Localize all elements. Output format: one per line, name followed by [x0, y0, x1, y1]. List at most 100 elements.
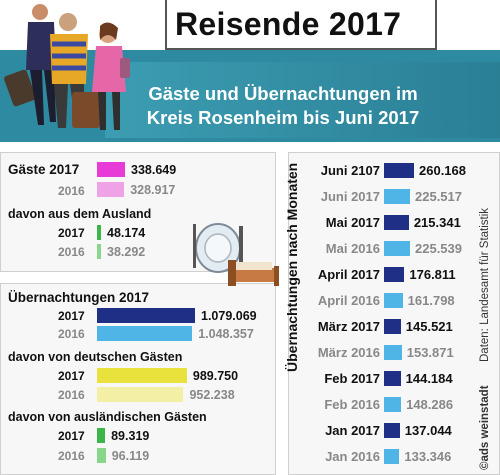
fork-icon	[193, 224, 196, 268]
bar-label: Mai 2017	[325, 215, 380, 230]
bar	[97, 428, 106, 443]
bar-label: 2016	[58, 245, 85, 259]
bar-label: April 2017	[317, 267, 380, 282]
traveler-3-hair	[100, 22, 118, 40]
data-label: 989.750	[192, 369, 239, 383]
bar-label: Jan 2017	[325, 423, 380, 438]
bar	[97, 244, 101, 259]
traveler-2-stripes	[52, 41, 86, 71]
monthly-panel	[288, 152, 500, 475]
subtitle-line-2: Kreis Rosenheim bis Juni 2017	[146, 107, 420, 128]
data-label: 153.871	[406, 345, 454, 360]
bed-headboard	[228, 260, 236, 286]
traveler-1-legs	[30, 70, 56, 125]
bar	[97, 225, 101, 240]
group-label: davon von ausländischen Gästen	[8, 410, 207, 424]
bar	[97, 368, 187, 383]
travelers-illustration	[4, 4, 130, 130]
data-label: 145.521	[405, 319, 453, 334]
bar	[97, 448, 106, 463]
bar	[97, 326, 193, 341]
credit-note: ©ads weinstadt	[479, 385, 491, 470]
chart-title: Übernachtungen 2017	[8, 290, 150, 305]
data-label: 338.649	[131, 163, 177, 177]
data-label: 225.539	[415, 241, 462, 256]
data-label: 260.168	[419, 163, 466, 178]
bar	[384, 371, 401, 386]
subtitle: Gäste und Übernachtungen im Kreis Rosenh…	[118, 82, 448, 130]
subtitle-line-1: Gäste und Übernachtungen im	[148, 83, 418, 104]
traveler-1-head	[32, 4, 48, 20]
data-label: 952.238	[189, 388, 235, 402]
monthly-axis-title: Übernachtungen nach Monaten	[284, 162, 300, 372]
bar-label: April 2016	[317, 293, 380, 308]
bar	[384, 163, 414, 178]
bar-label: Mai 2016	[325, 241, 380, 256]
bar-label: 2016	[58, 449, 85, 463]
bar-label: Feb 2017	[324, 371, 380, 386]
knife-icon	[239, 226, 243, 268]
bar-label: 2017	[58, 226, 85, 240]
group-label: davon aus dem Ausland	[8, 207, 152, 221]
traveler-3-body	[92, 46, 126, 92]
suitcase-middle	[72, 92, 100, 128]
bar	[97, 308, 195, 323]
bed-icon	[228, 268, 278, 282]
page-title: Reisende 2017	[175, 6, 402, 42]
bar	[384, 319, 401, 334]
bar-label: Juni 2017	[320, 189, 380, 204]
bar	[97, 162, 125, 177]
data-label: 176.811	[409, 267, 456, 282]
bar-label: März 2016	[317, 345, 380, 360]
title-box	[165, 0, 437, 50]
data-label: 89.319	[111, 429, 150, 443]
bed-blanket	[236, 262, 272, 270]
hotel-illustration	[193, 223, 279, 286]
bar	[384, 241, 410, 256]
data-label: 148.286	[406, 397, 454, 412]
group-label: davon von deutschen Gästen	[8, 350, 183, 364]
bar	[384, 423, 400, 438]
data-label: 1.079.069	[201, 309, 257, 323]
bed-footboard	[274, 266, 279, 286]
data-label: 328.917	[130, 183, 176, 197]
bar	[97, 182, 125, 197]
bar	[384, 215, 409, 230]
bar-label: 2016	[58, 327, 85, 341]
bar	[384, 345, 402, 360]
bar	[97, 387, 184, 402]
bar	[384, 189, 410, 204]
bar-label: 2017	[58, 309, 85, 323]
bar-label: Juni 2107	[320, 163, 380, 178]
bar	[384, 293, 403, 308]
data-label: 144.184	[405, 371, 453, 386]
traveler-3-bag	[120, 58, 130, 78]
bar-label: März 2017	[317, 319, 380, 334]
bar-label: 2017	[58, 429, 85, 443]
bar	[384, 397, 402, 412]
chart-title: Gäste 2017	[8, 162, 80, 177]
data-label: 137.044	[404, 423, 452, 438]
subtitle-panel	[105, 62, 500, 138]
data-label: 225.517	[415, 189, 462, 204]
data-label: 161.798	[407, 293, 455, 308]
bar-label: Feb 2016	[324, 397, 380, 412]
data-label: 96.119	[111, 449, 150, 463]
traveler-2-head	[59, 13, 77, 31]
suitcase-left	[4, 69, 36, 107]
data-label: 215.341	[413, 215, 461, 230]
traveler-1-body	[26, 22, 56, 70]
bar	[384, 449, 400, 464]
data-label: 48.174	[107, 226, 146, 240]
bar-label: 2016	[58, 388, 85, 402]
plate-inner	[204, 233, 232, 263]
data-label: 133.346	[404, 449, 452, 464]
traveler-3-legs	[98, 92, 120, 130]
bar-label: Jan 2016	[325, 449, 380, 464]
bar-label: 2017	[58, 369, 85, 383]
data-label: 38.292	[107, 245, 146, 259]
source-note: Daten: Landesamt für Statistik	[479, 207, 491, 362]
bar	[384, 267, 405, 282]
data-label: 1.048.357	[198, 327, 254, 341]
bar-label: 2016	[58, 184, 85, 198]
